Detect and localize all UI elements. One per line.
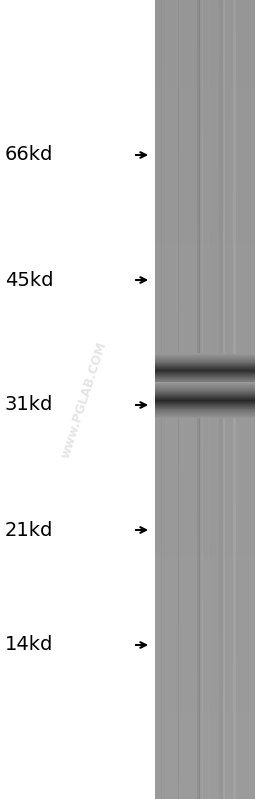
Text: 45kd: 45kd <box>5 271 53 289</box>
Text: 14kd: 14kd <box>5 635 53 654</box>
Text: www.PGLAB.COM: www.PGLAB.COM <box>59 340 109 459</box>
Text: 21kd: 21kd <box>5 520 53 539</box>
Text: 66kd: 66kd <box>5 145 53 165</box>
Text: 31kd: 31kd <box>5 396 53 415</box>
